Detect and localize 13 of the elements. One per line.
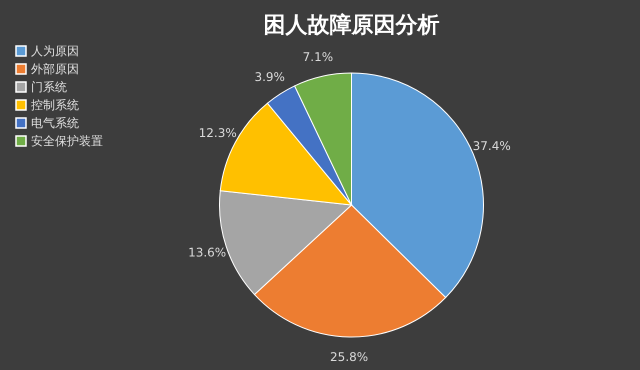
data-label: 13.6% <box>188 246 226 260</box>
legend-label: 电气系统 <box>31 116 79 130</box>
data-label: 3.9% <box>254 70 285 84</box>
legend-label: 外部原因 <box>31 62 79 76</box>
data-label: 25.8% <box>330 350 368 364</box>
legend-label: 门系统 <box>31 80 67 94</box>
data-label: 12.3% <box>198 126 237 140</box>
data-label: 7.1% <box>302 50 334 64</box>
data-label: 37.4% <box>472 139 511 154</box>
legend-label: 人为原因 <box>31 44 79 58</box>
chart-title: 困人故障原因分析 <box>264 12 440 38</box>
legend-label: 控制系统 <box>31 98 79 112</box>
legend-label: 安全保护装置 <box>31 134 103 148</box>
